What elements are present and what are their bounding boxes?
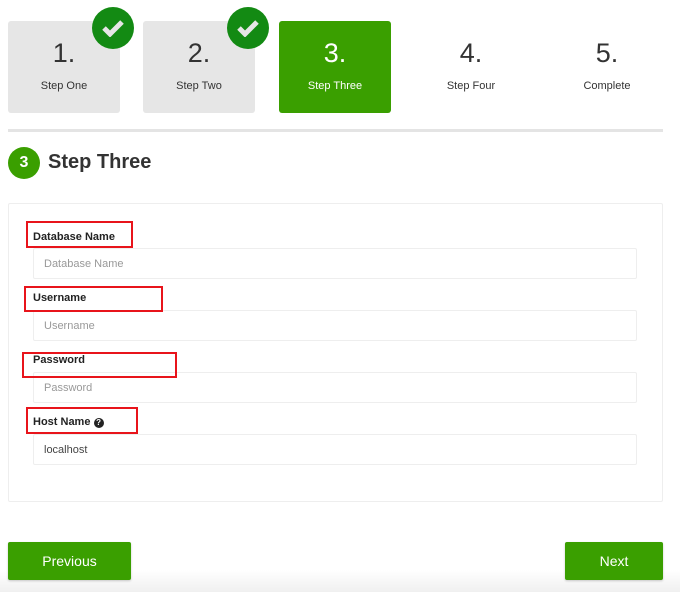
host-name-label: Host Name ? [33, 416, 104, 428]
step-number: 3. [323, 38, 347, 68]
password-input[interactable] [33, 372, 637, 403]
step-number: 2. [187, 38, 211, 68]
step-label: Step One [40, 80, 88, 92]
step-number: 1. [52, 38, 76, 68]
bottom-fade [0, 570, 680, 592]
step-four: 4. Step Four [415, 21, 527, 113]
username-input[interactable] [33, 310, 637, 341]
previous-button[interactable]: Previous [8, 542, 131, 580]
step-one[interactable]: 1. Step One [8, 7, 134, 113]
next-button[interactable]: Next [565, 542, 663, 580]
highlight-box [24, 286, 163, 312]
database-name-label: Database Name [33, 231, 115, 243]
step-number: 4. [459, 38, 483, 68]
step-complete: 5. Complete [551, 21, 663, 113]
step-label: Complete [583, 80, 631, 92]
step-number: 5. [595, 38, 619, 68]
database-name-input[interactable] [33, 248, 637, 279]
highlight-box [26, 407, 138, 434]
host-name-label-text: Host Name [33, 416, 91, 428]
step-badge: 3 [8, 147, 40, 179]
checkmark-icon [92, 7, 134, 49]
host-name-input[interactable] [33, 434, 637, 465]
step-label: Step Three [307, 80, 363, 92]
step-label: Step Four [446, 80, 496, 92]
checkmark-icon [227, 7, 269, 49]
question-circle-icon[interactable]: ? [93, 418, 104, 428]
step-three[interactable]: 3. Step Three [279, 21, 391, 113]
form-panel [8, 203, 663, 502]
section-title: Step Three [48, 151, 152, 173]
divider [8, 129, 663, 132]
username-label: Username [33, 292, 87, 304]
password-label: Password [33, 354, 85, 366]
step-label: Step Two [176, 80, 222, 92]
highlight-box [22, 352, 177, 378]
highlight-box [26, 221, 133, 248]
step-two[interactable]: 2. Step Two [143, 7, 269, 113]
